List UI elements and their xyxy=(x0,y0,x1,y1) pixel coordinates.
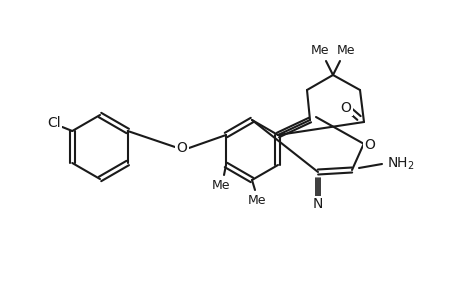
Text: O: O xyxy=(176,141,187,155)
Text: Cl: Cl xyxy=(47,116,61,130)
Text: Me: Me xyxy=(247,194,266,207)
Text: O: O xyxy=(340,101,351,115)
Text: Me: Me xyxy=(211,179,230,192)
Text: O: O xyxy=(364,138,375,152)
Text: N: N xyxy=(312,197,323,211)
Text: NH$_2$: NH$_2$ xyxy=(386,156,414,172)
Text: Me: Me xyxy=(310,44,329,57)
Text: Me: Me xyxy=(336,44,354,57)
